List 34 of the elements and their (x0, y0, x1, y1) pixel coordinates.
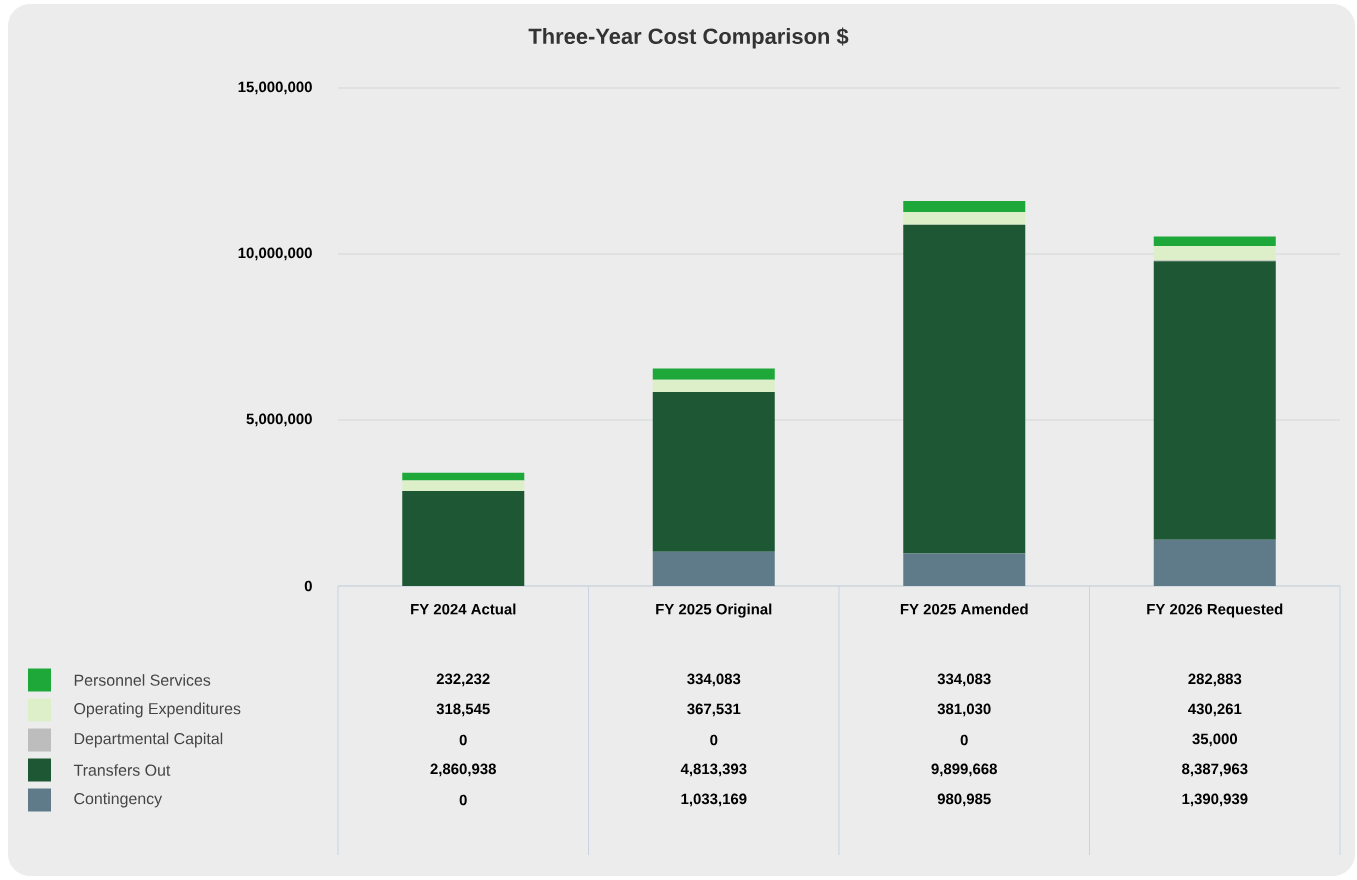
chart-title: Three-Year Cost Comparison $ (528, 27, 849, 49)
data-label: 0 (710, 734, 718, 746)
data-label: 318,545 (436, 703, 490, 717)
data-label: 4,813,393 (680, 763, 747, 777)
data-label: 9,899,668 (931, 763, 997, 777)
legend-label: Departmental Capital (74, 732, 223, 748)
x-tick-label: FY 2024 Actual (411, 603, 516, 615)
x-tick-label: FY 2025 Amended (900, 603, 1028, 615)
legend-label: Contingency (74, 792, 163, 808)
y-tick-label: 0 (304, 580, 312, 592)
data-label: 282,883 (1188, 673, 1242, 687)
x-tick-label: FY 2026 Requested (1147, 603, 1283, 618)
legend-label: Personnel Services (74, 674, 211, 686)
legend-label: Transfers Out (73, 764, 171, 776)
data-label: 35,000 (1192, 733, 1238, 747)
data-label: 0 (459, 794, 467, 806)
y-tick-label: 5,000,000 (246, 413, 312, 427)
data-label: 8,387,963 (1182, 763, 1248, 777)
data-label: 1,033,169 (681, 793, 747, 807)
data-label: 980,985 (937, 793, 991, 807)
data-label: 2,860,938 (430, 763, 496, 777)
data-label: 381,030 (937, 703, 991, 717)
legend-label: Operating Expenditures (74, 702, 241, 718)
data-label: 0 (459, 734, 467, 746)
data-label: 0 (960, 734, 968, 746)
data-label: 1,390,939 (1182, 793, 1248, 807)
data-label: 334,083 (937, 673, 991, 687)
data-label: 367,531 (687, 703, 741, 717)
data-label: 334,083 (687, 673, 741, 687)
y-tick-label: 15,000,000 (238, 81, 312, 95)
data-label: 430,261 (1188, 703, 1242, 717)
x-tick-label: FY 2025 Original (656, 603, 772, 618)
data-label: 232,232 (436, 673, 490, 687)
y-tick-label: 10,000,000 (238, 247, 312, 261)
